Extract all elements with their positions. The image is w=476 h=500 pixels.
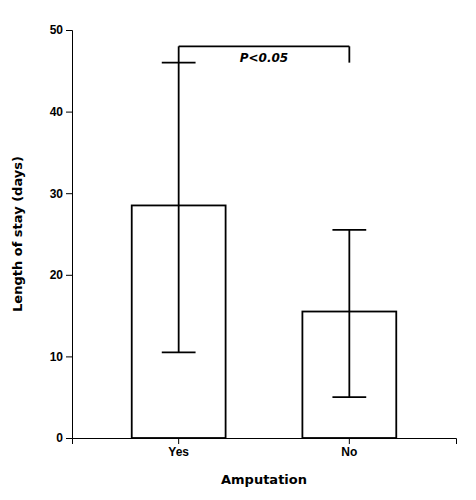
tick-mark bbox=[66, 30, 72, 31]
tick-mark bbox=[178, 438, 179, 444]
tick-mark bbox=[66, 275, 72, 276]
tick-mark bbox=[349, 438, 350, 444]
axis-line bbox=[73, 439, 457, 445]
bracket-drop bbox=[348, 46, 350, 62]
error-stem bbox=[348, 230, 350, 397]
bracket-top bbox=[179, 45, 350, 47]
tick-mark bbox=[66, 438, 72, 439]
tick-label: Yes bbox=[168, 445, 189, 459]
tick-label: 40 bbox=[50, 105, 64, 119]
axis-line bbox=[66, 31, 73, 439]
tick-label: 30 bbox=[50, 187, 64, 201]
bracket-drop bbox=[178, 46, 180, 62]
tick: 40 bbox=[50, 105, 72, 119]
chart: 0 10 20 30 40 50 Yes No P<0.05 Amputation Length o… bbox=[0, 0, 476, 500]
tick: 10 bbox=[50, 350, 72, 364]
marks bbox=[132, 63, 397, 438]
error-stem bbox=[178, 63, 180, 353]
tick-label: 50 bbox=[50, 23, 64, 37]
y-axis-title: Length of stay (days) bbox=[10, 156, 25, 312]
tick: No bbox=[341, 438, 357, 459]
tick-mark bbox=[66, 112, 72, 113]
tick: 20 bbox=[50, 268, 72, 282]
plot: 0 10 20 30 40 50 Yes No P<0.05 Amputation Length o… bbox=[10, 23, 457, 487]
error-cap-low bbox=[162, 351, 196, 353]
tick-mark bbox=[66, 356, 72, 357]
tick-label: No bbox=[341, 445, 357, 459]
x-axis-title: Amputation bbox=[221, 472, 307, 487]
tick-label: 10 bbox=[50, 350, 64, 364]
error-bar bbox=[162, 63, 196, 353]
tick-mark bbox=[66, 193, 72, 194]
error-cap-high bbox=[332, 229, 366, 231]
tick: Yes bbox=[168, 438, 189, 459]
error-bar bbox=[332, 230, 366, 397]
tick-label: 0 bbox=[56, 431, 63, 445]
tick: 30 bbox=[50, 187, 72, 201]
tick: 0 bbox=[56, 431, 72, 445]
tick-label: 20 bbox=[50, 268, 64, 282]
error-cap-low bbox=[332, 396, 366, 398]
y-axis: 0 10 20 30 40 50 bbox=[50, 23, 73, 445]
x-axis: Yes No bbox=[73, 438, 457, 459]
significance-text: P<0.05 bbox=[240, 51, 288, 65]
tick: 50 bbox=[50, 23, 72, 37]
